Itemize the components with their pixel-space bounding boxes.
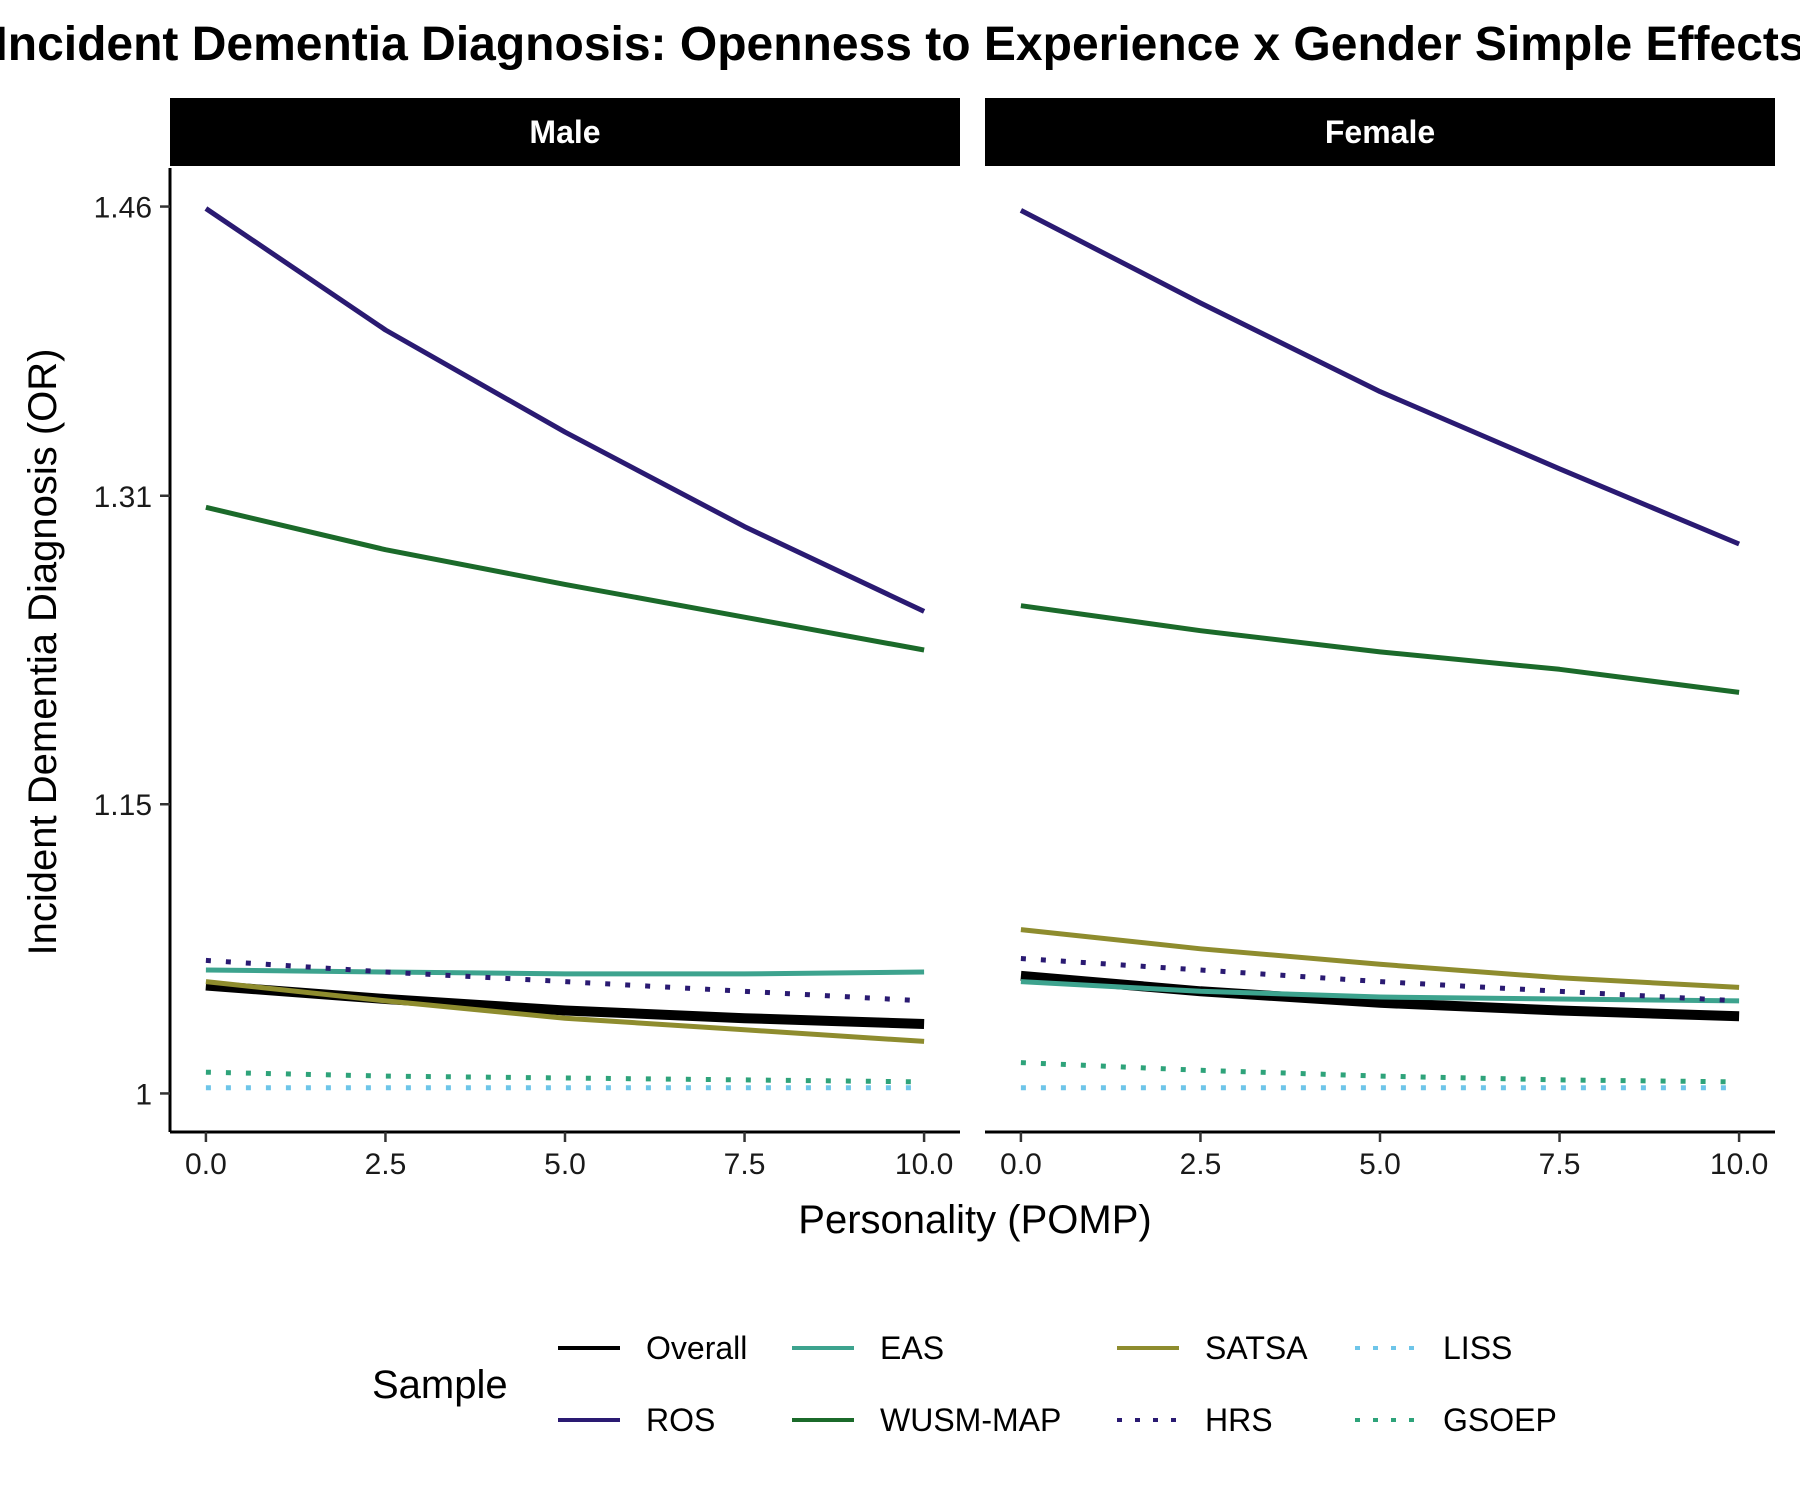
legend-title: Sample [372,1363,508,1407]
x-tick-label: 5.0 [544,1148,586,1181]
legend-label-wusm-map: WUSM-MAP [880,1402,1061,1438]
facet-strip-female [985,98,1775,166]
legend-item-gsoep: GSOEP [1355,1402,1557,1438]
x-tick-label: 10.0 [895,1148,953,1181]
legend-label-overall: Overall [646,1330,747,1366]
series-line-ros-male [204,206,926,614]
legend-item-liss: LISS [1355,1330,1512,1366]
series-line-satsa-female [1020,927,1740,990]
legend-item-satsa: SATSA [1117,1330,1308,1366]
legend-item-hrs: HRS [1117,1402,1273,1438]
legend-label-eas: EAS [880,1330,944,1366]
legend: Sample Overall ROS EAS WUSM-MAP SATSA HRS LISS… [372,1330,1557,1438]
series-line-eas-male [205,967,925,977]
series-line-wusm-map-female [1020,603,1740,695]
legend-item-ros: ROS [558,1402,715,1438]
y-axis-title: Incident Dementia Diagnosis (OR) [21,349,65,956]
series-line-gsoep-female [1020,1060,1740,1085]
legend-label-satsa: SATSA [1205,1330,1308,1366]
facet-label-male: Male [529,114,600,150]
legend-item-wusm-map: WUSM-MAP [792,1402,1061,1438]
x-tick-label: 7.5 [724,1148,766,1181]
x-tick-label: 0.0 [1000,1148,1042,1181]
x-tick-label: 5.0 [1359,1148,1401,1181]
panel-male: Male 1 1.15 1.31 1.46 0.0 2.5 5.0 7.5 10.0 [94,98,960,1181]
series-line-ros-female [1019,208,1741,547]
facet-panels: Male 1 1.15 1.31 1.46 0.0 2.5 5.0 7.5 10.0 Female 0… [94,98,1775,1181]
legend-item-overall: Overall [558,1330,747,1366]
y-tick-label: 1.46 [94,192,152,225]
x-tick-label: 0.0 [185,1148,227,1181]
x-axis-title: Personality (POMP) [798,1198,1151,1242]
x-tick-label: 10.0 [1710,1148,1768,1181]
y-tick-label: 1.15 [94,789,152,822]
y-tick-label: 1 [135,1078,152,1111]
series-line-wusm-map-male [205,504,925,653]
series-line-gsoep-male [205,1069,925,1085]
legend-label-hrs: HRS [1205,1402,1273,1438]
legend-label-ros: ROS [646,1402,715,1438]
facet-label-female: Female [1325,114,1435,150]
series-line-satsa-male [205,979,925,1044]
x-tick-label: 7.5 [1539,1148,1581,1181]
legend-label-gsoep: GSOEP [1443,1402,1557,1438]
facet-strip-male [170,98,960,166]
legend-label-liss: LISS [1443,1330,1512,1366]
legend-item-eas: EAS [792,1330,944,1366]
chart-title: Incident Dementia Diagnosis: Openness to… [0,18,1800,71]
y-tick-label: 1.31 [94,481,152,514]
panel-female: Female 0.0 2.5 5.0 7.5 10.0 [985,98,1775,1181]
series-line-eas-female [1020,979,1740,1004]
x-tick-label: 2.5 [1180,1148,1222,1181]
x-tick-label: 2.5 [365,1148,407,1181]
